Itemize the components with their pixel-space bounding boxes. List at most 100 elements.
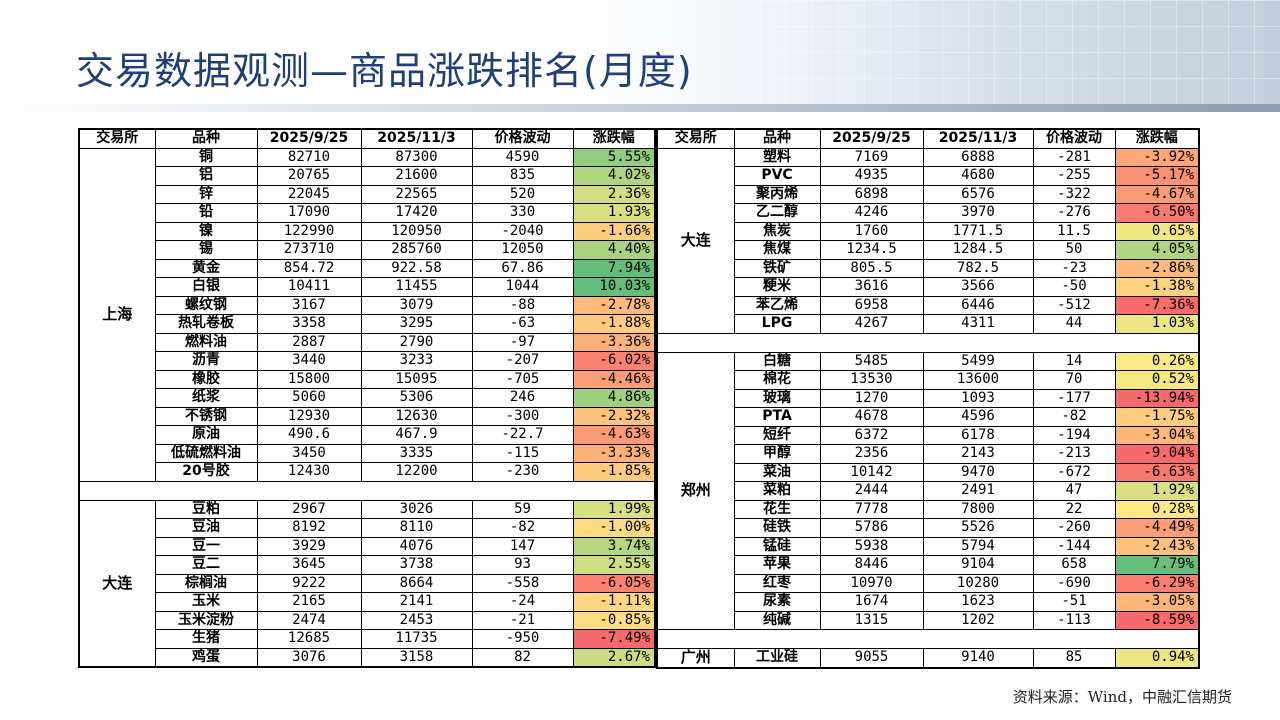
table-row: 燃料油 2887 2790 -97 -3.36%: [79, 332, 656, 352]
variety-cell: 镍: [154, 221, 258, 241]
variety-cell: 铜: [154, 147, 258, 167]
table-header-row: 交易所 品种 2025/9/25 2025/11/3 价格波动 涨跌幅: [656, 128, 1200, 149]
variety-cell: 菜油: [733, 462, 821, 482]
pct-change-cell: -1.11%: [572, 592, 656, 612]
table-row: 大连 塑料 7169 6888 -281 -3.92%: [656, 147, 1200, 334]
pct-change-cell: -4.49%: [1114, 518, 1200, 538]
page-title: 交易数据观测—商品涨跌排名(月度): [76, 49, 693, 93]
pct-change-cell: -2.86%: [1114, 258, 1200, 278]
variety-cell: 燃料油: [154, 332, 258, 352]
price-change-cell: -276: [1032, 203, 1116, 223]
pct-change-cell: 5.55%: [572, 147, 656, 167]
pct-change-cell: 0.94%: [1114, 648, 1200, 668]
table-row: 鸡蛋 3076 3158 82 2.67%: [79, 647, 656, 668]
header-date-start: 2025/9/25: [819, 128, 924, 149]
pct-change-cell: -4.63%: [572, 425, 656, 445]
table-row: 菜粕 2444 2491 47 1.92%: [657, 481, 1200, 501]
group-separator-row: [656, 629, 1200, 649]
start-price-cell: 9222: [256, 573, 362, 593]
start-price-cell: 4935: [819, 166, 924, 186]
start-price-cell: 1315: [819, 610, 924, 630]
start-price-cell: 490.6: [256, 425, 362, 445]
variety-cell: 焦炭: [733, 221, 821, 241]
variety-cell: 豆二: [154, 555, 258, 575]
variety-cell: 菜粕: [733, 481, 821, 501]
header-pct-change: 涨跌幅: [572, 128, 656, 149]
variety-cell: 苹果: [733, 555, 821, 575]
variety-cell: 聚丙烯: [733, 184, 821, 204]
price-change-cell: -82: [1032, 407, 1116, 427]
group-separator-row: [656, 332, 1200, 353]
variety-cell: 热轧卷板: [154, 314, 258, 334]
pct-change-cell: -1.75%: [1114, 407, 1200, 427]
variety-cell: 工业硅: [733, 648, 821, 668]
start-price-cell: 4678: [819, 407, 924, 427]
table-row: PTA 4678 4596 -82 -1.75%: [657, 407, 1200, 427]
start-price-cell: 7169: [819, 147, 924, 167]
pct-change-cell: 0.65%: [1114, 221, 1200, 241]
pct-change-cell: -8.59%: [1114, 610, 1200, 630]
table-row: 短纤 6372 6178 -194 -3.04%: [657, 425, 1200, 445]
variety-cell: 橡胶: [154, 369, 258, 389]
price-change-cell: -24: [471, 592, 574, 612]
pct-change-cell: 1.99%: [572, 499, 656, 519]
table-row: 聚丙烯 6898 6576 -322 -4.67%: [657, 184, 1200, 204]
price-change-cell: 246: [471, 388, 574, 408]
pct-change-cell: -1.00%: [572, 518, 656, 538]
table-row: 纸浆 5060 5306 246 4.86%: [79, 388, 656, 408]
exchange-cell: 上海: [78, 147, 156, 482]
price-change-cell: 67.86: [471, 258, 574, 278]
end-price-cell: 2491: [922, 481, 1034, 501]
variety-cell: 红枣: [733, 573, 821, 593]
variety-cell: 玉米淀粉: [154, 610, 258, 630]
end-price-cell: 6178: [922, 425, 1034, 445]
price-change-cell: 22: [1032, 499, 1116, 519]
pct-change-cell: -6.63%: [1114, 462, 1200, 482]
start-price-cell: 5060: [256, 388, 362, 408]
pct-change-cell: -9.04%: [1114, 444, 1200, 464]
pct-change-cell: 2.55%: [572, 555, 656, 575]
price-change-cell: -115: [471, 443, 574, 463]
end-price-cell: 5526: [922, 518, 1034, 538]
pct-change-cell: -6.29%: [1114, 573, 1200, 593]
price-change-cell: -672: [1032, 462, 1116, 482]
end-price-cell: 87300: [360, 147, 473, 167]
price-change-cell: 835: [471, 166, 574, 186]
end-price-cell: 3079: [360, 295, 473, 315]
banner-decoration: [760, 0, 1280, 112]
variety-cell: 铅: [154, 203, 258, 223]
pct-change-cell: -7.36%: [1114, 295, 1200, 315]
start-price-cell: 7778: [819, 499, 924, 519]
start-price-cell: 122990: [256, 221, 362, 241]
end-price-cell: 3970: [922, 203, 1034, 223]
end-price-cell: 922.58: [360, 258, 473, 278]
pct-change-cell: 0.28%: [1114, 499, 1200, 519]
end-price-cell: 4680: [922, 166, 1034, 186]
end-price-cell: 6446: [922, 295, 1034, 315]
start-price-cell: 2887: [256, 332, 362, 352]
table-row: 原油 490.6 467.9 -22.7 -4.63%: [79, 425, 656, 445]
table-row: 不锈钢 12930 12630 -300 -2.32%: [79, 406, 656, 426]
end-price-cell: 1202: [922, 610, 1034, 630]
pct-change-cell: -6.02%: [572, 351, 656, 371]
price-change-cell: -82: [471, 518, 574, 538]
variety-cell: 沥青: [154, 351, 258, 371]
start-price-cell: 6958: [819, 295, 924, 315]
end-price-cell: 3295: [360, 314, 473, 334]
start-price-cell: 10142: [819, 462, 924, 482]
separator-cell: [656, 332, 1200, 353]
end-price-cell: 4076: [360, 536, 473, 556]
table-row: 豆一 3929 4076 147 3.74%: [79, 536, 656, 556]
price-change-cell: -230: [471, 462, 574, 482]
variety-cell: 短纤: [733, 425, 821, 445]
start-price-cell: 854.72: [256, 258, 362, 278]
price-change-cell: -63: [471, 314, 574, 334]
end-price-cell: 22565: [360, 184, 473, 204]
end-price-cell: 11735: [360, 629, 473, 649]
variety-cell: 白银: [154, 277, 258, 297]
variety-cell: 锰硅: [733, 536, 821, 556]
table-row: 热轧卷板 3358 3295 -63 -1.88%: [79, 314, 656, 334]
start-price-cell: 13530: [819, 370, 924, 390]
variety-cell: 纸浆: [154, 388, 258, 408]
table-row: 锡 273710 285760 12050 4.40%: [79, 240, 656, 260]
